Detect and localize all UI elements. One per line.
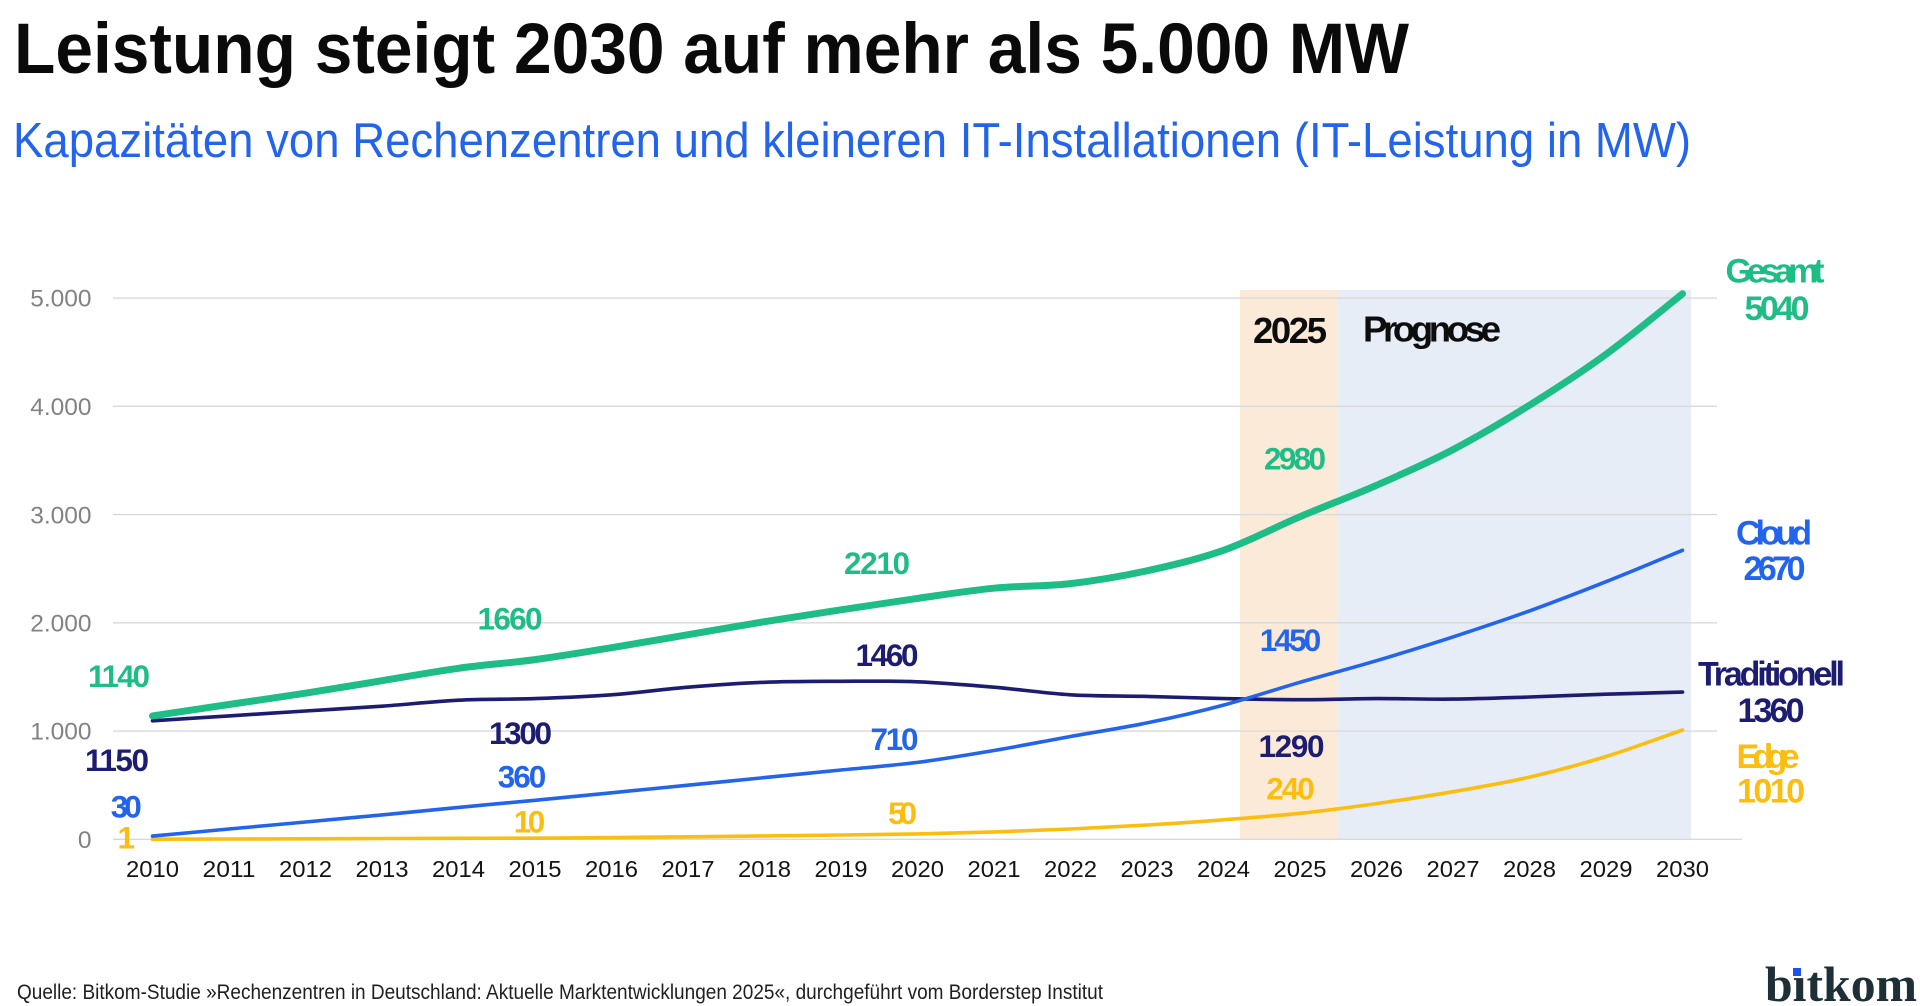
svg-text:Traditionell: Traditionell [1698,656,1845,694]
svg-text:2029: 2029 [1580,856,1633,882]
svg-text:1.000: 1.000 [30,719,91,746]
svg-text:2019: 2019 [815,856,868,882]
svg-text:3.000: 3.000 [30,502,91,529]
svg-text:2021: 2021 [968,856,1021,882]
svg-text:Leistung steigt 2030 auf mehr: Leistung steigt 2030 auf mehr als 5.000 … [14,10,1409,89]
svg-text:1290: 1290 [1259,728,1325,764]
svg-text:10: 10 [514,804,546,840]
svg-text:2018: 2018 [738,856,791,882]
svg-text:2024: 2024 [1197,856,1250,882]
svg-text:1360: 1360 [1738,692,1805,730]
svg-text:1460: 1460 [856,637,919,673]
svg-text:2027: 2027 [1427,856,1480,882]
svg-text:4.000: 4.000 [30,394,91,421]
svg-text:2014: 2014 [432,856,485,882]
svg-text:Quelle: Bitkom-Studie »Rechenz: Quelle: Bitkom-Studie »Rechenzentren in … [17,980,1103,1004]
svg-text:2020: 2020 [891,856,944,882]
svg-text:2012: 2012 [279,856,332,882]
svg-text:30: 30 [111,789,142,825]
svg-text:Cloud: Cloud [1736,515,1812,553]
svg-text:2025: 2025 [1274,856,1327,882]
svg-text:2026: 2026 [1350,856,1403,882]
svg-text:Edge: Edge [1737,738,1800,776]
svg-text:5040: 5040 [1745,290,1810,328]
svg-text:0: 0 [78,827,92,854]
svg-text:1140: 1140 [88,658,150,694]
svg-text:1150: 1150 [85,742,149,778]
svg-text:2025: 2025 [1253,310,1327,351]
svg-text:360: 360 [498,759,547,795]
svg-text:1300: 1300 [489,715,552,751]
svg-text:2030: 2030 [1656,856,1709,882]
svg-text:2015: 2015 [509,856,562,882]
svg-text:710: 710 [871,721,919,757]
svg-text:2980: 2980 [1264,441,1326,477]
svg-text:bıtkom: bıtkom [1765,956,1917,1006]
svg-text:5.000: 5.000 [30,286,91,313]
svg-text:1010: 1010 [1737,773,1805,811]
svg-text:2210: 2210 [844,545,910,581]
svg-text:2028: 2028 [1503,856,1556,882]
svg-text:50: 50 [888,795,917,831]
svg-text:1660: 1660 [478,601,543,637]
svg-text:240: 240 [1266,771,1315,807]
svg-text:2011: 2011 [203,856,256,882]
svg-text:2013: 2013 [356,856,409,882]
svg-text:2.000: 2.000 [30,611,91,638]
svg-text:2022: 2022 [1044,856,1097,882]
svg-text:2670: 2670 [1744,550,1806,588]
svg-text:Kapazitäten von Rechenzentren: Kapazitäten von Rechenzentren und kleine… [13,113,1691,168]
svg-text:2017: 2017 [662,856,715,882]
svg-text:1: 1 [118,820,136,856]
svg-text:Prognose: Prognose [1363,309,1501,350]
svg-text:2023: 2023 [1121,856,1174,882]
svg-text:2010: 2010 [126,856,179,882]
svg-text:2016: 2016 [585,856,638,882]
svg-text:1450: 1450 [1260,622,1322,658]
svg-text:Gesamt: Gesamt [1726,253,1825,291]
